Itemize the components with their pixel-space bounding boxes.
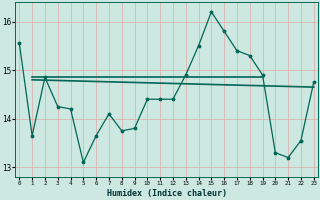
X-axis label: Humidex (Indice chaleur): Humidex (Indice chaleur) bbox=[107, 189, 227, 198]
